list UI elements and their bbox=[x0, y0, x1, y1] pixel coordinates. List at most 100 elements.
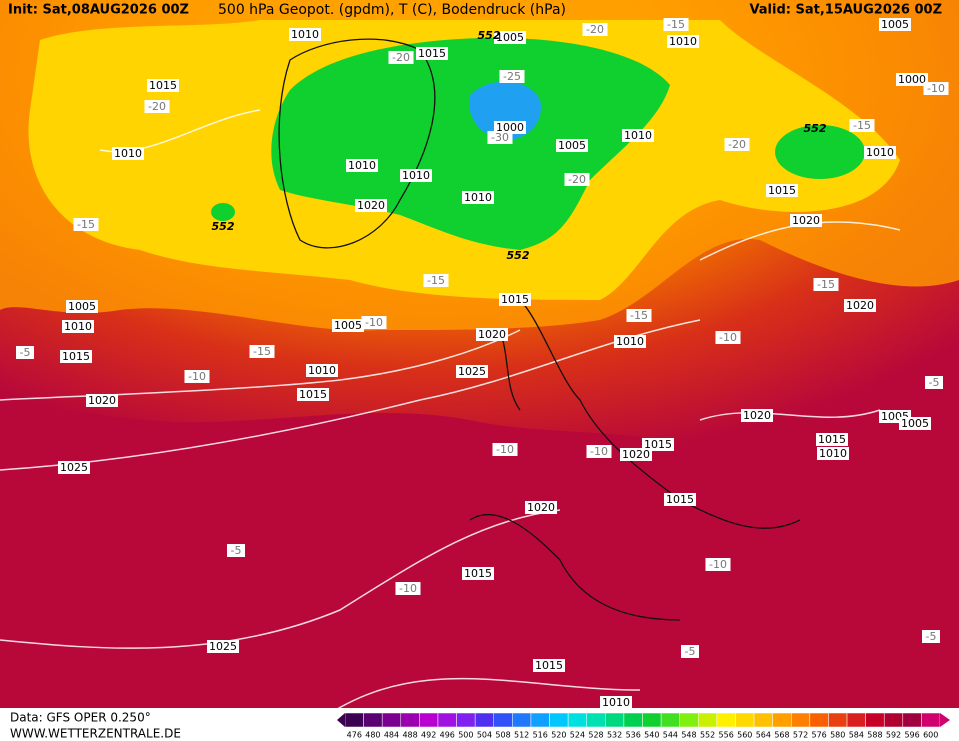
green-region bbox=[775, 125, 865, 179]
temperature-label: -10 bbox=[188, 370, 206, 383]
isobar-label: 1010 bbox=[402, 169, 430, 182]
isobar-label-box bbox=[476, 328, 508, 341]
isobar-label-box bbox=[667, 35, 699, 48]
colorbar-label: 576 bbox=[812, 731, 827, 740]
colorbar-arrow bbox=[940, 713, 950, 727]
isobar-label: 1010 bbox=[291, 28, 319, 41]
isobar-label: 1015 bbox=[62, 350, 90, 363]
colorbar-label: 536 bbox=[626, 731, 641, 740]
isobar-label: 1015 bbox=[501, 293, 529, 306]
isobar-label: 1025 bbox=[60, 461, 88, 474]
isobar-label-box bbox=[844, 299, 876, 312]
temperature-label: -10 bbox=[927, 82, 945, 95]
colorbar-label: 568 bbox=[774, 731, 789, 740]
site-url: WWW.WETTERZENTRALE.DE bbox=[10, 727, 181, 741]
temperature-label-box bbox=[499, 70, 525, 83]
temperature-label: -10 bbox=[719, 331, 737, 344]
isobar-label: 1010 bbox=[348, 159, 376, 172]
temperature-label: -20 bbox=[392, 51, 410, 64]
temperature-label-box bbox=[423, 274, 449, 287]
isobar-label: 1010 bbox=[602, 696, 630, 709]
isobar-label: 1010 bbox=[624, 129, 652, 142]
temperature-label: -15 bbox=[77, 218, 95, 231]
isobar-label: 1015 bbox=[535, 659, 563, 672]
height-label: 552 bbox=[478, 29, 501, 42]
temperature-label-box bbox=[705, 558, 731, 571]
colorbar-swatch bbox=[549, 712, 569, 728]
colorbar-label: 564 bbox=[756, 731, 771, 740]
isobar-label-box bbox=[664, 493, 696, 506]
map bbox=[0, 0, 959, 708]
colorbar-swatch bbox=[698, 712, 718, 728]
temperature-label: -15 bbox=[427, 274, 445, 287]
temperature-label: -20 bbox=[586, 23, 604, 36]
isobar-label: 1010 bbox=[114, 147, 142, 160]
colorbar-swatch bbox=[660, 712, 680, 728]
isobar-label-box bbox=[741, 409, 773, 422]
colorbar-swatch bbox=[921, 712, 941, 728]
colorbar-swatch bbox=[363, 712, 383, 728]
isobar-label-box bbox=[462, 191, 494, 204]
colorbar-swatch bbox=[493, 712, 513, 728]
temperature-label-box bbox=[227, 544, 245, 557]
temperature-label: -5 bbox=[20, 346, 31, 359]
isobar-label-box bbox=[332, 319, 364, 332]
colorbar-swatch bbox=[474, 712, 494, 728]
isobar-label-box bbox=[499, 293, 531, 306]
isobar-label-box bbox=[462, 567, 494, 580]
isobar-label: 1005 bbox=[334, 319, 362, 332]
colorbar-swatch bbox=[716, 712, 736, 728]
colorbar-label: 584 bbox=[849, 731, 864, 740]
colorbar-label: 480 bbox=[365, 731, 380, 740]
isobar-label-box bbox=[289, 28, 321, 41]
colorbar-swatch bbox=[400, 712, 420, 728]
temperature-label: -10 bbox=[709, 558, 727, 571]
isobar-label-box bbox=[879, 18, 911, 31]
height-label: 552 bbox=[507, 249, 530, 262]
isobar-label-box bbox=[355, 199, 387, 212]
colorbar-label: 548 bbox=[681, 731, 696, 740]
isobar-label: 1010 bbox=[464, 191, 492, 204]
colorbar-arrow bbox=[337, 713, 345, 727]
colorbar-swatch bbox=[791, 712, 811, 728]
temperature-label-box bbox=[586, 445, 612, 458]
temperature-label: -5 bbox=[231, 544, 242, 557]
colorbar-swatch bbox=[865, 712, 885, 728]
colorbar-swatch bbox=[512, 712, 532, 728]
colorbar-label: 512 bbox=[514, 731, 529, 740]
isobar-label-box bbox=[400, 169, 432, 182]
temperature-label-box bbox=[715, 331, 741, 344]
isobar-label-box bbox=[66, 300, 98, 313]
isobar-label-box bbox=[556, 139, 588, 152]
isobar-label-box bbox=[899, 417, 931, 430]
colorbar-label: 488 bbox=[402, 731, 417, 740]
isobar-label-box bbox=[207, 640, 239, 653]
colorbar-label: 556 bbox=[719, 731, 734, 740]
isobar-label: 1005 bbox=[68, 300, 96, 313]
isobar-label: 1005 bbox=[558, 139, 586, 152]
isobar-label-box bbox=[112, 147, 144, 160]
data-source: Data: GFS OPER 0.250° bbox=[10, 711, 151, 725]
isobar-label: 1020 bbox=[527, 501, 555, 514]
colorbar-label: 504 bbox=[477, 731, 492, 740]
isobar-label-box bbox=[297, 388, 329, 401]
isobar-label-box bbox=[620, 448, 652, 461]
temperature-label: -20 bbox=[148, 100, 166, 113]
temperature-label-box bbox=[388, 51, 414, 64]
isobar-label-box bbox=[147, 79, 179, 92]
temperature-label-box bbox=[923, 82, 949, 95]
temperature-label-box bbox=[663, 18, 689, 31]
temperature-label-box bbox=[582, 23, 608, 36]
isobar-label-box bbox=[790, 214, 822, 227]
colorbar-label: 596 bbox=[904, 731, 919, 740]
green-region bbox=[271, 37, 670, 250]
isobar-label-box bbox=[416, 47, 448, 60]
isobar-label: 1010 bbox=[866, 146, 894, 159]
colorbar: 476 480 484 488 492 496 500 504 508 512 516 520 524 5… bbox=[337, 712, 950, 740]
temperature-label: -20 bbox=[568, 173, 586, 186]
temperature-label-box bbox=[249, 345, 275, 358]
temperature-label-box bbox=[564, 173, 590, 186]
map-title: 500 hPa Geopot. (gpdm), T (C), Bodendruc… bbox=[218, 2, 566, 18]
temperature-label-box bbox=[184, 370, 210, 383]
colorbar-label: 492 bbox=[421, 731, 436, 740]
